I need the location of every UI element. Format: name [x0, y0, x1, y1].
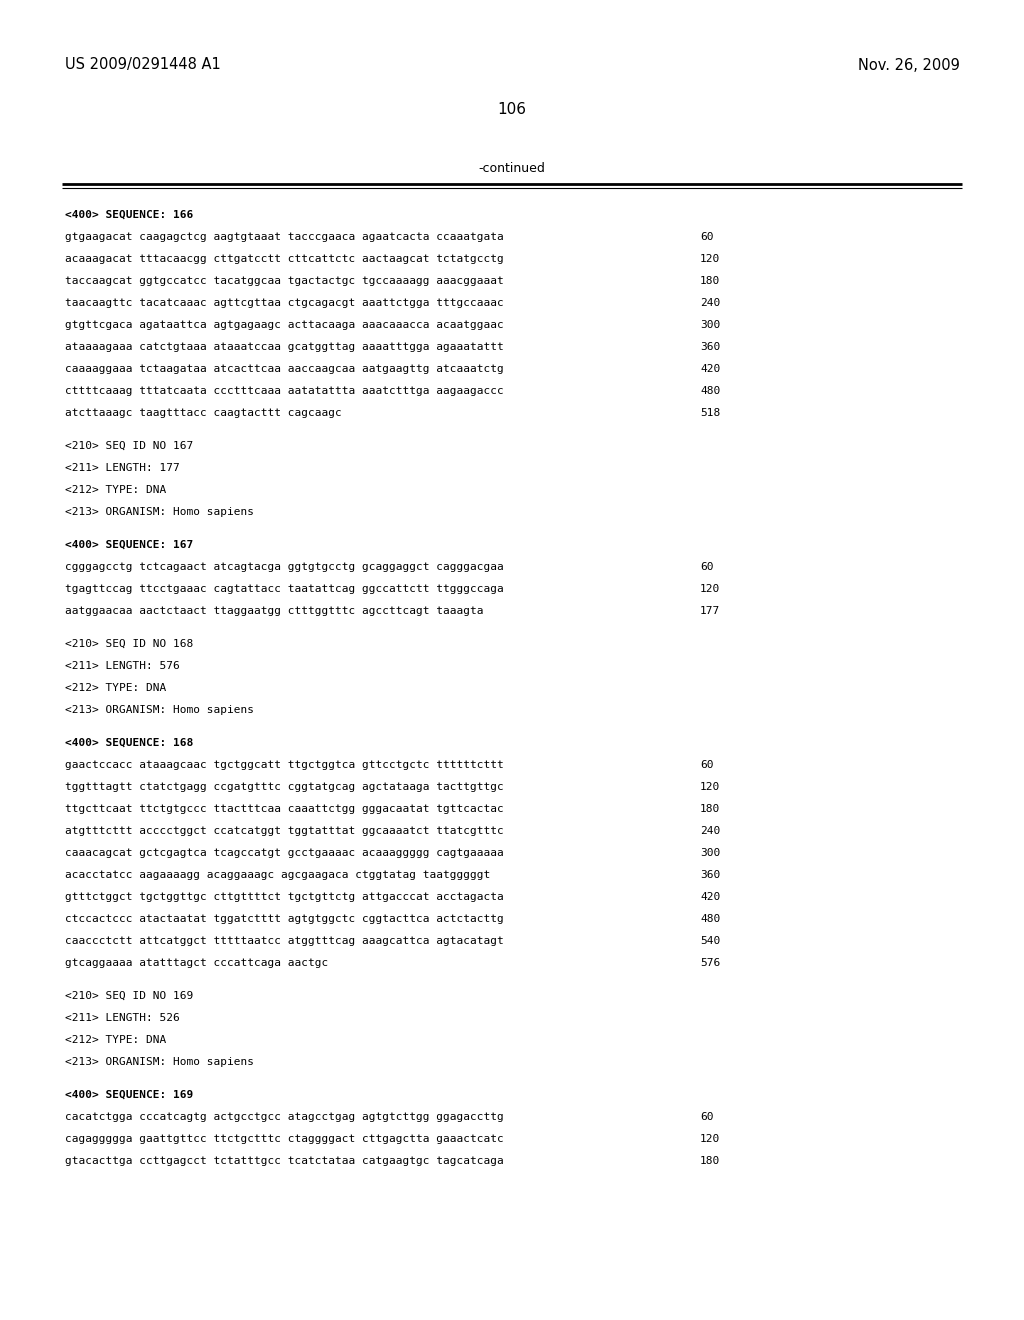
Text: 120: 120 — [700, 253, 720, 264]
Text: <212> TYPE: DNA: <212> TYPE: DNA — [65, 1035, 166, 1045]
Text: <210> SEQ ID NO 169: <210> SEQ ID NO 169 — [65, 991, 194, 1001]
Text: gtttctggct tgctggttgc cttgttttct tgctgttctg attgacccat acctagacta: gtttctggct tgctggttgc cttgttttct tgctgtt… — [65, 892, 504, 902]
Text: <213> ORGANISM: Homo sapiens: <213> ORGANISM: Homo sapiens — [65, 1057, 254, 1067]
Text: 180: 180 — [700, 804, 720, 814]
Text: tgagttccag ttcctgaaac cagtattacc taatattcag ggccattctt ttgggccaga: tgagttccag ttcctgaaac cagtattacc taatatt… — [65, 583, 504, 594]
Text: 180: 180 — [700, 1156, 720, 1166]
Text: -continued: -continued — [478, 161, 546, 174]
Text: aatggaacaa aactctaact ttaggaatgg ctttggtttc agccttcagt taaagta: aatggaacaa aactctaact ttaggaatgg ctttggt… — [65, 606, 483, 616]
Text: <400> SEQUENCE: 166: <400> SEQUENCE: 166 — [65, 210, 194, 220]
Text: cagaggggga gaattgttcc ttctgctttc ctaggggact cttgagctta gaaactcatc: cagaggggga gaattgttcc ttctgctttc ctagggg… — [65, 1134, 504, 1144]
Text: 120: 120 — [700, 781, 720, 792]
Text: 60: 60 — [700, 760, 714, 770]
Text: caaaaggaaa tctaagataa atcacttcaa aaccaagcaa aatgaagttg atcaaatctg: caaaaggaaa tctaagataa atcacttcaa aaccaag… — [65, 364, 504, 374]
Text: <213> ORGANISM: Homo sapiens: <213> ORGANISM: Homo sapiens — [65, 507, 254, 517]
Text: caaacagcat gctcgagtca tcagccatgt gcctgaaaac acaaaggggg cagtgaaaaa: caaacagcat gctcgagtca tcagccatgt gcctgaa… — [65, 847, 504, 858]
Text: 106: 106 — [498, 103, 526, 117]
Text: 240: 240 — [700, 826, 720, 836]
Text: 60: 60 — [700, 232, 714, 242]
Text: <212> TYPE: DNA: <212> TYPE: DNA — [65, 682, 166, 693]
Text: gtcaggaaaa atatttagct cccattcaga aactgc: gtcaggaaaa atatttagct cccattcaga aactgc — [65, 958, 329, 968]
Text: cgggagcctg tctcagaact atcagtacga ggtgtgcctg gcaggaggct cagggacgaa: cgggagcctg tctcagaact atcagtacga ggtgtgc… — [65, 562, 504, 572]
Text: atcttaaagc taagtttacc caagtacttt cagcaagc: atcttaaagc taagtttacc caagtacttt cagcaag… — [65, 408, 342, 418]
Text: 360: 360 — [700, 342, 720, 352]
Text: atgtttcttt acccctggct ccatcatggt tggtatttat ggcaaaatct ttatcgtttc: atgtttcttt acccctggct ccatcatggt tggtatt… — [65, 826, 504, 836]
Text: 518: 518 — [700, 408, 720, 418]
Text: gtacacttga ccttgagcct tctatttgcc tcatctataa catgaagtgc tagcatcaga: gtacacttga ccttgagcct tctatttgcc tcatcta… — [65, 1156, 504, 1166]
Text: acaaagacat tttacaacgg cttgatcctt cttcattctc aactaagcat tctatgcctg: acaaagacat tttacaacgg cttgatcctt cttcatt… — [65, 253, 504, 264]
Text: <212> TYPE: DNA: <212> TYPE: DNA — [65, 484, 166, 495]
Text: 240: 240 — [700, 298, 720, 308]
Text: 120: 120 — [700, 583, 720, 594]
Text: taccaagcat ggtgccatcc tacatggcaa tgactactgc tgccaaaagg aaacggaaat: taccaagcat ggtgccatcc tacatggcaa tgactac… — [65, 276, 504, 286]
Text: <213> ORGANISM: Homo sapiens: <213> ORGANISM: Homo sapiens — [65, 705, 254, 715]
Text: gtgttcgaca agataattca agtgagaagc acttacaaga aaacaaacca acaatggaac: gtgttcgaca agataattca agtgagaagc acttaca… — [65, 319, 504, 330]
Text: cacatctgga cccatcagtg actgcctgcc atagcctgag agtgtcttgg ggagaccttg: cacatctgga cccatcagtg actgcctgcc atagcct… — [65, 1111, 504, 1122]
Text: 576: 576 — [700, 958, 720, 968]
Text: caaccctctt attcatggct tttttaatcc atggtttcag aaagcattca agtacatagt: caaccctctt attcatggct tttttaatcc atggttt… — [65, 936, 504, 946]
Text: ctccactccc atactaatat tggatctttt agtgtggctc cggtacttca actctacttg: ctccactccc atactaatat tggatctttt agtgtgg… — [65, 913, 504, 924]
Text: 300: 300 — [700, 847, 720, 858]
Text: gtgaagacat caagagctcg aagtgtaaat tacccgaaca agaatcacta ccaaatgata: gtgaagacat caagagctcg aagtgtaaat tacccga… — [65, 232, 504, 242]
Text: ttgcttcaat ttctgtgccc ttactttcaa caaattctgg gggacaatat tgttcactac: ttgcttcaat ttctgtgccc ttactttcaa caaattc… — [65, 804, 504, 814]
Text: 480: 480 — [700, 913, 720, 924]
Text: <210> SEQ ID NO 168: <210> SEQ ID NO 168 — [65, 639, 194, 649]
Text: 60: 60 — [700, 562, 714, 572]
Text: <211> LENGTH: 177: <211> LENGTH: 177 — [65, 463, 180, 473]
Text: 60: 60 — [700, 1111, 714, 1122]
Text: tggtttagtt ctatctgagg ccgatgtttc cggtatgcag agctataaga tacttgttgc: tggtttagtt ctatctgagg ccgatgtttc cggtatg… — [65, 781, 504, 792]
Text: Nov. 26, 2009: Nov. 26, 2009 — [858, 58, 961, 73]
Text: <211> LENGTH: 526: <211> LENGTH: 526 — [65, 1012, 180, 1023]
Text: <211> LENGTH: 576: <211> LENGTH: 576 — [65, 661, 180, 671]
Text: <400> SEQUENCE: 167: <400> SEQUENCE: 167 — [65, 540, 194, 550]
Text: taacaagttc tacatcaaac agttcgttaa ctgcagacgt aaattctgga tttgccaaac: taacaagttc tacatcaaac agttcgttaa ctgcaga… — [65, 298, 504, 308]
Text: US 2009/0291448 A1: US 2009/0291448 A1 — [65, 58, 221, 73]
Text: 360: 360 — [700, 870, 720, 880]
Text: <400> SEQUENCE: 168: <400> SEQUENCE: 168 — [65, 738, 194, 748]
Text: <210> SEQ ID NO 167: <210> SEQ ID NO 167 — [65, 441, 194, 451]
Text: 480: 480 — [700, 385, 720, 396]
Text: acacctatcc aagaaaagg acaggaaagc agcgaagaca ctggtatag taatgggggt: acacctatcc aagaaaagg acaggaaagc agcgaaga… — [65, 870, 490, 880]
Text: 180: 180 — [700, 276, 720, 286]
Text: gaactccacc ataaagcaac tgctggcatt ttgctggtca gttcctgctc ttttttcttt: gaactccacc ataaagcaac tgctggcatt ttgctgg… — [65, 760, 504, 770]
Text: 300: 300 — [700, 319, 720, 330]
Text: 420: 420 — [700, 364, 720, 374]
Text: cttttcaaag tttatcaata ccctttcaaa aatatattta aaatctttga aagaagaccc: cttttcaaag tttatcaata ccctttcaaa aatatat… — [65, 385, 504, 396]
Text: <400> SEQUENCE: 169: <400> SEQUENCE: 169 — [65, 1090, 194, 1100]
Text: 420: 420 — [700, 892, 720, 902]
Text: 177: 177 — [700, 606, 720, 616]
Text: 540: 540 — [700, 936, 720, 946]
Text: 120: 120 — [700, 1134, 720, 1144]
Text: ataaaagaaa catctgtaaa ataaatccaa gcatggttag aaaatttgga agaaatattt: ataaaagaaa catctgtaaa ataaatccaa gcatggt… — [65, 342, 504, 352]
